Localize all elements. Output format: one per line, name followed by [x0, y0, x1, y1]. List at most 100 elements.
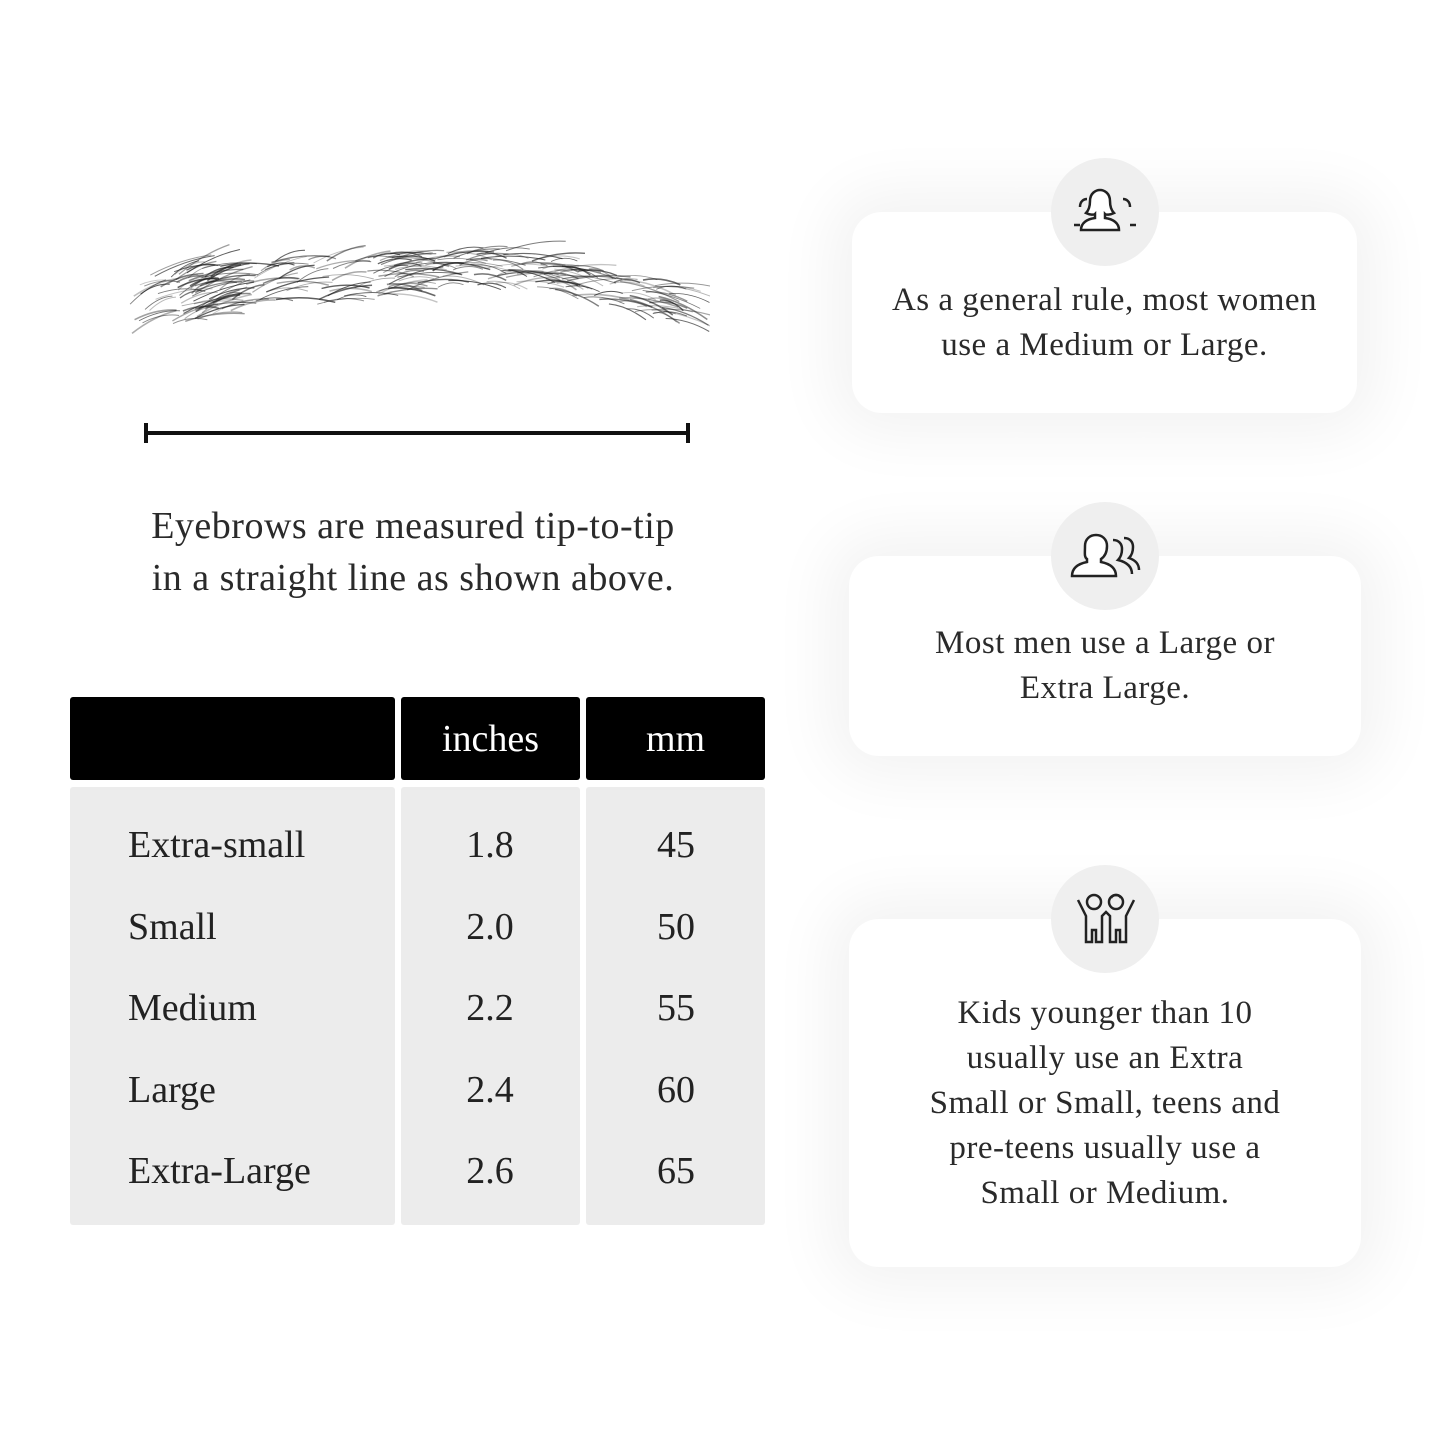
eyebrow-hair	[446, 251, 493, 261]
kids-icon	[1076, 893, 1135, 944]
eyebrow-hair	[666, 285, 710, 297]
eyebrow-hair	[447, 246, 484, 255]
table-cell-mm: 60	[657, 1068, 695, 1111]
eyebrow-hair	[453, 265, 484, 271]
eyebrow-hair	[172, 317, 208, 325]
eyebrow-hair	[556, 275, 617, 284]
eyebrow-hair	[197, 311, 243, 320]
eyebrow-hair	[505, 272, 566, 278]
measurement-line	[144, 423, 690, 443]
eyebrow-hair	[313, 246, 364, 264]
eyebrow-hair	[653, 285, 701, 292]
eyebrow-hair	[662, 306, 709, 326]
eyebrow-hair	[516, 280, 565, 288]
eyebrow-hair	[202, 262, 257, 269]
eyebrow-hair	[177, 276, 204, 291]
header-mm: mm	[586, 697, 765, 780]
eyebrow-hair	[377, 278, 428, 295]
eyebrow-hair	[180, 291, 218, 304]
table-cell-mm: 55	[657, 987, 695, 1029]
eyebrow-hair	[554, 263, 617, 272]
eyebrow-hair	[231, 283, 265, 300]
eyebrow-hair	[205, 274, 256, 285]
eyebrow-hair	[505, 240, 566, 252]
eyebrow-hair	[621, 292, 656, 301]
eyebrow-hair	[144, 280, 181, 287]
eyebrow-hair	[327, 281, 371, 297]
eyebrow-hair	[344, 292, 399, 297]
eyebrow-hair	[473, 273, 507, 282]
eyebrow-hair	[637, 305, 694, 313]
eyebrow-hair	[503, 252, 563, 260]
eyebrow-hair	[531, 252, 586, 262]
eyebrow-hair	[221, 298, 269, 310]
eyebrow-hair	[613, 278, 641, 284]
eyebrow-hair	[196, 293, 253, 318]
eyebrow-hair	[150, 254, 212, 276]
eyebrow-hair	[326, 244, 366, 262]
eyebrow-hair	[619, 297, 679, 308]
eyebrow-hair	[570, 269, 599, 279]
eyebrow-hair	[561, 275, 623, 280]
eyebrow-hair	[565, 285, 600, 292]
eyebrow-hair	[658, 295, 708, 321]
eyebrow-hair	[435, 250, 495, 260]
eyebrow-hair	[185, 312, 245, 322]
eyebrow-hair	[511, 262, 566, 267]
women-group-icon	[1074, 188, 1136, 232]
eyebrow-hair	[266, 262, 295, 268]
eyebrow-hair	[663, 310, 710, 327]
eyebrow-hair	[535, 279, 581, 286]
table-cell-mm: 45	[657, 824, 695, 866]
kids-icon-circle	[1051, 865, 1159, 973]
eyebrow-hair	[195, 301, 257, 310]
eyebrow-hair	[513, 276, 560, 286]
eyebrow-hair	[201, 272, 258, 279]
eyebrow-hair	[321, 284, 370, 290]
eyebrow-hair	[178, 244, 230, 275]
eyebrow-hair	[417, 278, 469, 284]
size-column	[70, 787, 395, 1225]
card-text-line: Most men use a Large or	[935, 625, 1275, 661]
eyebrow-hair	[555, 288, 600, 307]
eyebrow-hair	[383, 264, 447, 271]
eyebrow-hair	[433, 261, 491, 271]
eyebrow-hair	[550, 257, 578, 262]
eyebrow-hair	[437, 282, 464, 288]
eyebrow-hair	[187, 264, 216, 279]
eyebrow-hair	[384, 262, 435, 277]
table-cell-inches: 2.6	[466, 1150, 514, 1192]
eyebrow-hair	[572, 293, 630, 301]
eyebrow-hair	[477, 282, 507, 289]
eyebrow-hair	[576, 278, 638, 286]
eyebrow-hair	[453, 248, 500, 259]
eyebrow-hair	[379, 252, 424, 262]
eyebrow-hair	[184, 306, 217, 320]
eyebrow-hair	[396, 250, 434, 256]
measurement-caption: Eyebrows are measured tip-to-tip in a st…	[60, 500, 766, 604]
eyebrow-hair	[620, 280, 680, 303]
eyebrow-hair	[425, 262, 457, 270]
eyebrow-hair	[278, 264, 315, 279]
eyebrow-hair	[296, 268, 329, 283]
eyebrow-hair	[476, 252, 507, 259]
eyebrow-hair	[393, 262, 422, 267]
mm-column	[586, 787, 765, 1225]
eyebrow-hair	[398, 276, 434, 282]
eyebrow-hair	[469, 258, 526, 266]
caption-line: Eyebrows are measured tip-to-tip	[151, 505, 675, 547]
eyebrow-hair	[390, 251, 423, 258]
eyebrow-hair	[495, 281, 528, 290]
eyebrow-hair	[168, 273, 199, 285]
eyebrow-hair	[219, 273, 251, 291]
card-text-line: As a general rule, most women	[891, 281, 1318, 318]
eyebrow-hair	[134, 309, 177, 321]
eyebrow-hair	[289, 265, 316, 271]
eyebrow-hair	[631, 285, 695, 292]
eyebrow-hair	[176, 275, 207, 283]
eyebrow-hair	[195, 294, 241, 313]
eyebrow-hair	[354, 277, 395, 289]
eyebrow-hair	[583, 296, 625, 305]
eyebrow-hair	[160, 272, 204, 288]
eyebrow-hair	[259, 286, 309, 300]
